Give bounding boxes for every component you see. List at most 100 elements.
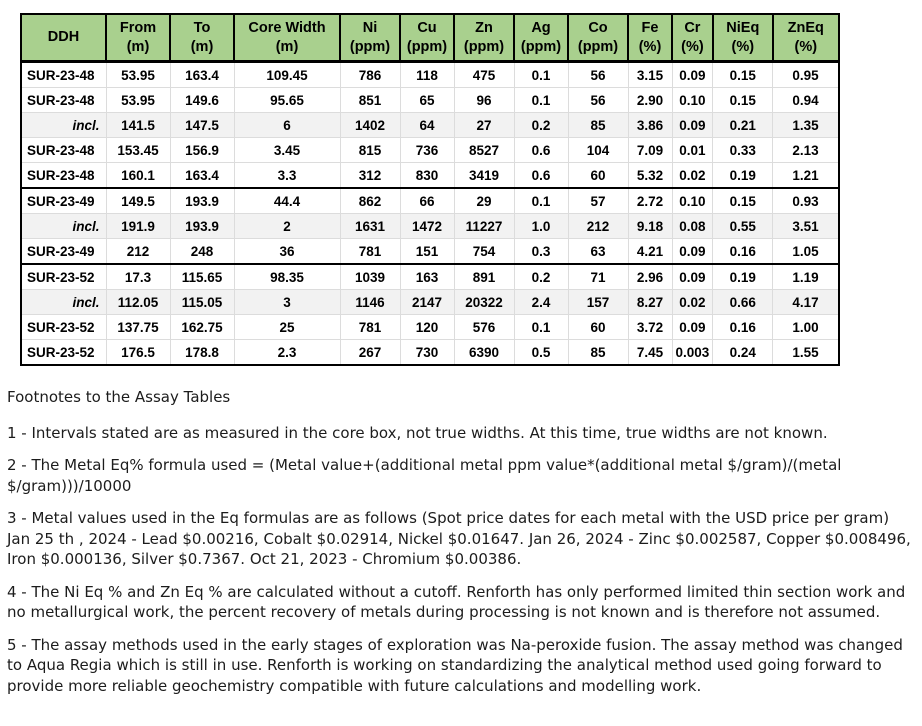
col-label: Ag xyxy=(531,20,551,36)
value-cell: 754 xyxy=(453,238,515,265)
footnote-2: 2 - The Metal Eq% formula used = (Metal … xyxy=(7,456,842,495)
value-cell: 149.5 xyxy=(105,187,171,215)
value-cell: 0.09 xyxy=(671,238,714,265)
col-label: From xyxy=(119,20,157,36)
col-label: Cr xyxy=(684,20,701,36)
value-cell: 0.94 xyxy=(772,87,840,114)
value-cell: 149.6 xyxy=(169,87,235,114)
value-cell: 4.17 xyxy=(772,289,840,316)
value-cell: 0.3 xyxy=(513,238,569,265)
col-header-cu: Cu (ppm) xyxy=(399,13,455,64)
value-cell: 8.27 xyxy=(627,289,673,316)
value-cell: 160.1 xyxy=(105,162,171,189)
value-cell: 151 xyxy=(399,238,455,265)
ddh-cell: incl. xyxy=(20,213,107,240)
value-cell: 65 xyxy=(399,87,455,114)
value-cell: 63 xyxy=(567,238,629,265)
value-cell: 137.75 xyxy=(105,314,171,341)
table-row: SUR-23-48 160.1 163.4 3.3 312 830 3419 0.6 60 5.3… xyxy=(20,162,840,189)
value-cell: 0.15 xyxy=(712,87,774,114)
value-cell: 1.05 xyxy=(772,238,840,265)
value-cell: 44.4 xyxy=(233,187,341,215)
value-cell: 193.9 xyxy=(169,213,235,240)
value-cell: 60 xyxy=(567,162,629,189)
value-cell: 163.4 xyxy=(169,61,235,89)
col-header-to: To (m) xyxy=(169,13,235,64)
value-cell: 1402 xyxy=(339,112,401,139)
assay-table-section: DDH From (m) To (m) Core Width (m) Ni (ppm) … xyxy=(20,13,840,367)
value-cell: 0.02 xyxy=(671,162,714,189)
ddh-cell: SUR-23-48 xyxy=(20,87,107,114)
value-cell: 0.16 xyxy=(712,238,774,265)
value-cell: 53.95 xyxy=(105,87,171,114)
value-cell: 1472 xyxy=(399,213,455,240)
value-cell: 0.21 xyxy=(712,112,774,139)
value-cell: 0.09 xyxy=(671,61,714,89)
col-unit: (m) xyxy=(190,38,214,55)
value-cell: 2 xyxy=(233,213,341,240)
value-cell: 3419 xyxy=(453,162,515,189)
col-label: DDH xyxy=(47,29,80,46)
value-cell: 157 xyxy=(567,289,629,316)
col-header-core-width: Core Width (m) xyxy=(233,13,341,64)
col-label: To xyxy=(193,20,211,36)
value-cell: 57 xyxy=(567,187,629,215)
value-cell: 176.5 xyxy=(105,339,171,366)
value-cell: 267 xyxy=(339,339,401,366)
ddh-cell: SUR-23-49 xyxy=(20,238,107,265)
col-unit: (ppm) xyxy=(406,38,448,55)
value-cell: 0.1 xyxy=(513,314,569,341)
value-cell: 64 xyxy=(399,112,455,139)
value-cell: 830 xyxy=(399,162,455,189)
value-cell: 0.2 xyxy=(513,112,569,139)
value-cell: 212 xyxy=(567,213,629,240)
value-cell: 2.90 xyxy=(627,87,673,114)
value-cell: 27 xyxy=(453,112,515,139)
col-unit: (m) xyxy=(275,38,299,55)
ddh-cell: SUR-23-48 xyxy=(20,162,107,189)
value-cell: 1.0 xyxy=(513,213,569,240)
value-cell: 0.09 xyxy=(671,314,714,341)
value-cell: 1.00 xyxy=(772,314,840,341)
value-cell: 2.3 xyxy=(233,339,341,366)
value-cell: 3.15 xyxy=(627,61,673,89)
ddh-cell: SUR-23-49 xyxy=(20,187,107,215)
value-cell: 191.9 xyxy=(105,213,171,240)
table-row: SUR-23-52 176.5 178.8 2.3 267 730 6390 0.5 85 7.4… xyxy=(20,339,840,366)
value-cell: 0.09 xyxy=(671,112,714,139)
table-row: SUR-23-52 17.3 115.65 98.35 1039 163 891 0.2 71 2… xyxy=(20,263,840,291)
header-row: DDH From (m) To (m) Core Width (m) Ni (ppm) … xyxy=(20,13,840,64)
ddh-cell: SUR-23-48 xyxy=(20,61,107,89)
value-cell: 153.45 xyxy=(105,137,171,164)
value-cell: 3.45 xyxy=(233,137,341,164)
value-cell: 1.19 xyxy=(772,263,840,291)
value-cell: 85 xyxy=(567,112,629,139)
value-cell: 53.95 xyxy=(105,61,171,89)
value-cell: 6 xyxy=(233,112,341,139)
col-header-ag: Ag (ppm) xyxy=(513,13,569,64)
table-row: incl. 112.05 115.05 3 1146 2147 20322 2.4 157 8.2… xyxy=(20,289,840,316)
table-row: incl. 191.9 193.9 2 1631 1472 11227 1.0 212 9.18 0… xyxy=(20,213,840,240)
table-row: SUR-23-49 212 248 36 781 151 754 0.3 63 4.21 0.09 0… xyxy=(20,238,840,265)
value-cell: 147.5 xyxy=(169,112,235,139)
value-cell: 1.21 xyxy=(772,162,840,189)
value-cell: 36 xyxy=(233,238,341,265)
footnote-3: 3 - Metal values used in the Eq formulas… xyxy=(7,509,911,569)
col-header-fe: Fe (%) xyxy=(627,13,673,64)
value-cell: 0.003 xyxy=(671,339,714,366)
value-cell: 178.8 xyxy=(169,339,235,366)
value-cell: 11227 xyxy=(453,213,515,240)
value-cell: 6390 xyxy=(453,339,515,366)
value-cell: 3.72 xyxy=(627,314,673,341)
footnote-5: 5 - The assay methods used in the early … xyxy=(7,635,903,695)
value-cell: 475 xyxy=(453,61,515,89)
ddh-cell: SUR-23-52 xyxy=(20,314,107,341)
value-cell: 8527 xyxy=(453,137,515,164)
value-cell: 851 xyxy=(339,87,401,114)
value-cell: 0.5 xyxy=(513,339,569,366)
value-cell: 4.21 xyxy=(627,238,673,265)
value-cell: 71 xyxy=(567,263,629,291)
value-cell: 25 xyxy=(233,314,341,341)
value-cell: 115.05 xyxy=(169,289,235,316)
value-cell: 0.33 xyxy=(712,137,774,164)
